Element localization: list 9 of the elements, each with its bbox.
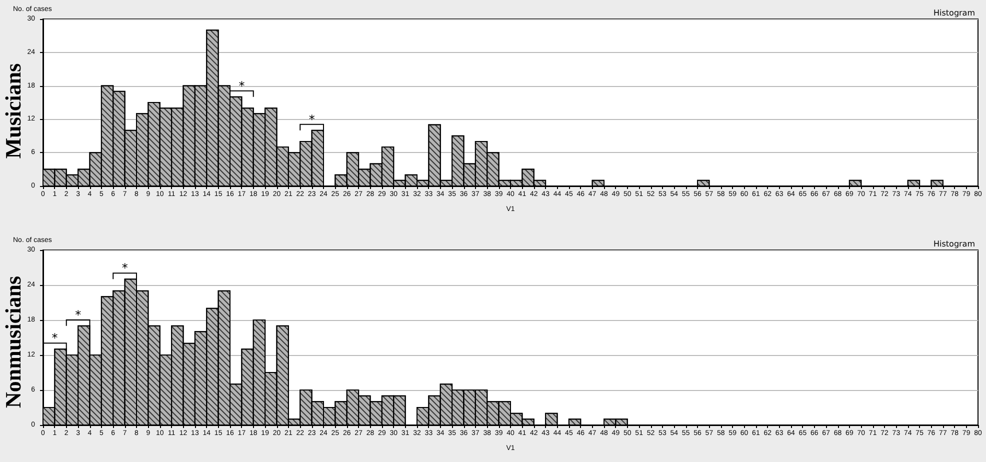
annotation: * — [238, 78, 245, 93]
annotation: * — [308, 112, 315, 126]
chart-subtitle: Histogram — [934, 240, 976, 248]
chart-subtitle: Histogram — [934, 8, 976, 18]
text: Musicians — [0, 62, 26, 159]
annotation: * — [122, 261, 128, 276]
text: Nonmusicians — [0, 276, 26, 408]
annotation: * — [52, 331, 58, 346]
annotation: * — [75, 308, 82, 322]
